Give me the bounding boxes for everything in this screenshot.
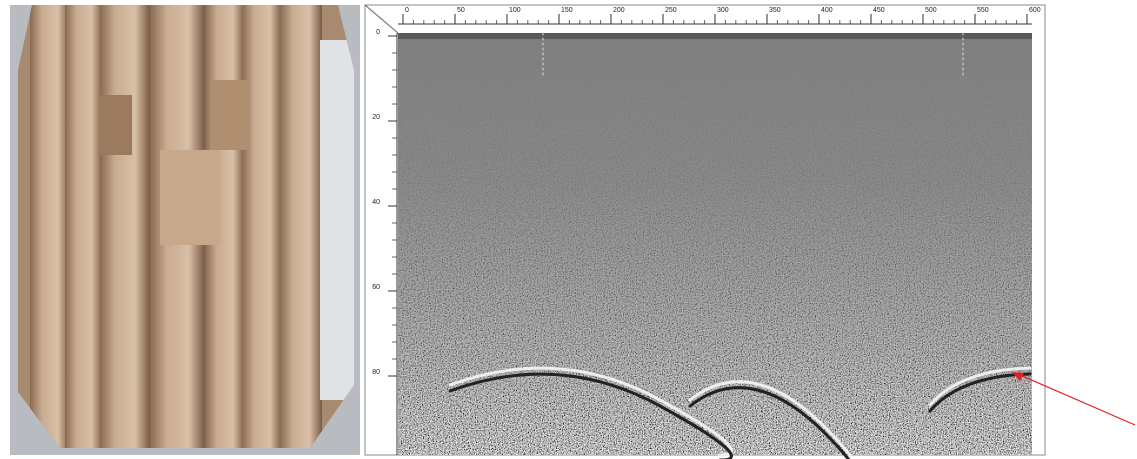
photo xyxy=(10,5,360,455)
x-tick-label: 300 xyxy=(717,7,729,14)
x-tick-label: 250 xyxy=(665,7,677,14)
y-tick-label: 60 xyxy=(372,284,380,291)
radargram xyxy=(398,33,1032,459)
x-tick-label: 350 xyxy=(769,7,781,14)
x-tick-label: 100 xyxy=(509,7,521,14)
x-tick-label: 550 xyxy=(977,7,989,14)
x-tick-label: 450 xyxy=(873,7,885,14)
x-tick-label: 600 xyxy=(1029,7,1041,14)
y-tick-label: 20 xyxy=(372,114,380,121)
x-tick-label: 200 xyxy=(613,7,625,14)
figure: 0 50 100 150 200 250 300 350 400 450 500 550 600 0 20 4… xyxy=(0,0,1137,459)
y-tick-label: 80 xyxy=(372,369,380,376)
x-tick-label: 150 xyxy=(561,7,573,14)
x-tick-label: 500 xyxy=(925,7,937,14)
x-tick-label: 400 xyxy=(821,7,833,14)
x-tick-label: 50 xyxy=(457,7,465,14)
x-tick-label: 0 xyxy=(405,7,409,14)
y-tick-label: 0 xyxy=(376,29,380,36)
y-tick-label: 40 xyxy=(372,199,380,206)
